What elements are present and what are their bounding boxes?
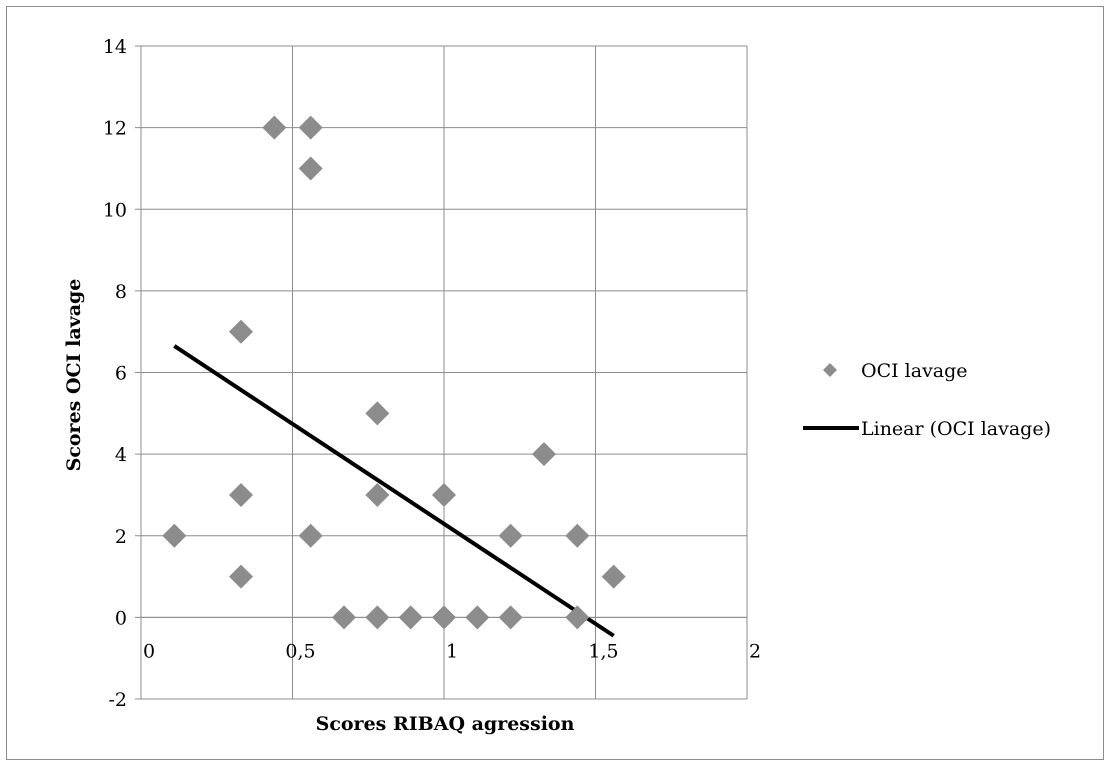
data-point bbox=[332, 605, 357, 630]
data-point bbox=[298, 156, 323, 181]
scatter-chart: -2 0 2 4 6 8 10 12 14 0 0,5 1 1,5 2 Scores RIBAQ agre… bbox=[63, 36, 1051, 735]
chart-area: -2 0 2 4 6 8 10 12 14 0 0,5 1 1,5 2 Scores RIBAQ agre… bbox=[6, 6, 1104, 760]
legend: OCI lavage Linear (OCI lavage) bbox=[803, 360, 1051, 440]
legend-label-scatter: OCI lavage bbox=[861, 360, 968, 382]
data-point bbox=[465, 605, 490, 630]
data-point bbox=[398, 605, 423, 630]
x-tick-label: 0,5 bbox=[285, 640, 315, 662]
y-tick-label: 14 bbox=[103, 36, 127, 58]
y-tick-label: 2 bbox=[115, 526, 127, 548]
data-point bbox=[365, 401, 390, 426]
linear-trendline bbox=[173, 344, 615, 638]
legend-label-trendline: Linear (OCI lavage) bbox=[861, 418, 1051, 440]
y-tick-label: -2 bbox=[108, 689, 127, 711]
data-point bbox=[565, 523, 590, 548]
data-point bbox=[565, 605, 590, 630]
data-point bbox=[365, 482, 390, 507]
data-point bbox=[432, 482, 456, 507]
x-tick-label: 1 bbox=[446, 640, 458, 662]
data-point bbox=[365, 605, 390, 630]
data-points bbox=[162, 115, 626, 630]
data-point bbox=[228, 564, 253, 589]
y-tick-label: 6 bbox=[115, 363, 127, 385]
data-point bbox=[228, 482, 253, 507]
x-tick-label: 0 bbox=[143, 640, 155, 662]
data-point bbox=[162, 523, 187, 548]
data-point bbox=[228, 319, 253, 344]
legend-diamond-marker bbox=[823, 363, 837, 377]
y-tick-label: 12 bbox=[103, 118, 127, 140]
x-tick-label: 1,5 bbox=[588, 640, 618, 662]
trendline-layer bbox=[173, 344, 615, 638]
data-point bbox=[262, 115, 287, 140]
legend-item-trendline: Linear (OCI lavage) bbox=[803, 418, 1051, 440]
y-tick-label: 10 bbox=[103, 199, 127, 221]
legend-item-scatter: OCI lavage bbox=[823, 360, 968, 382]
data-point bbox=[298, 115, 323, 140]
y-tick-label: 4 bbox=[115, 444, 127, 466]
tick-labels: -2 0 2 4 6 8 10 12 14 0 0,5 1 1,5 2 bbox=[103, 36, 761, 711]
y-tick-label: 0 bbox=[115, 607, 127, 629]
y-tick-label: 8 bbox=[115, 281, 127, 303]
x-axis-title: Scores RIBAQ agression bbox=[316, 713, 575, 735]
data-point bbox=[298, 523, 323, 548]
y-axis-title: Scores OCI lavage bbox=[63, 279, 85, 472]
gridlines bbox=[140, 45, 748, 700]
data-point bbox=[601, 564, 626, 589]
data-point bbox=[498, 605, 523, 630]
data-point bbox=[531, 442, 556, 467]
x-tick-label: 2 bbox=[749, 640, 761, 662]
data-point bbox=[432, 605, 456, 630]
data-point bbox=[498, 523, 523, 548]
